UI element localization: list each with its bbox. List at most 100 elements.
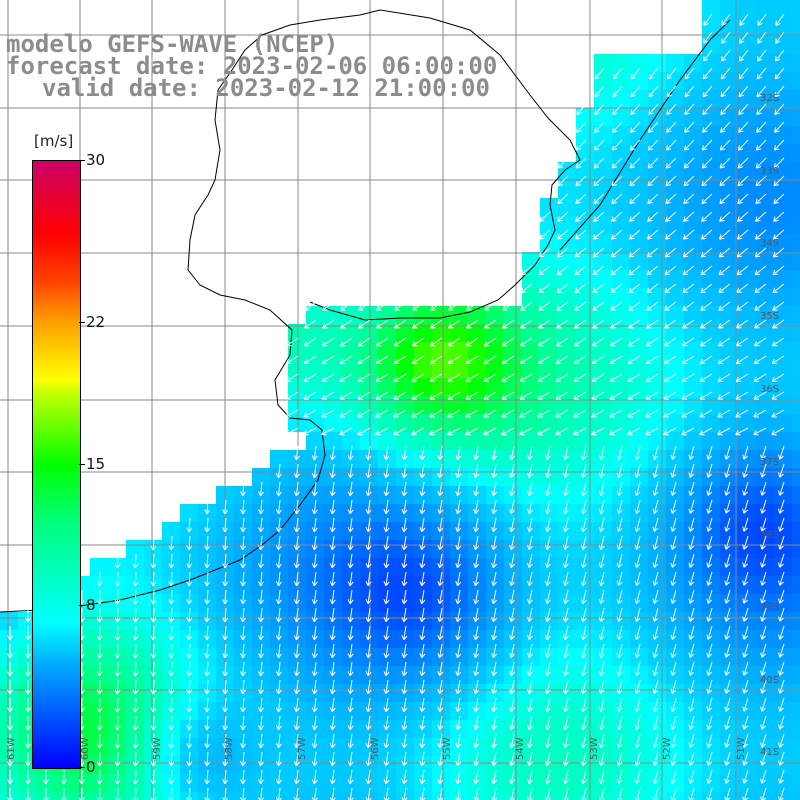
wind-arrow [647, 211, 659, 222]
wind-arrow [96, 715, 103, 731]
wind-arrow [634, 661, 641, 676]
longitude-label: 56W [370, 737, 381, 760]
wind-arrow [293, 463, 300, 479]
wind-arrow [647, 175, 659, 187]
wind-speed-cell [432, 558, 450, 576]
wind-speed-cell [486, 360, 504, 378]
wind-arrow [204, 571, 211, 587]
wind-speed-cell [792, 72, 800, 90]
wind-arrow [329, 481, 336, 497]
wind-speed-cell [396, 360, 414, 378]
wind-speed-cell [630, 360, 648, 378]
wind-arrow [706, 463, 713, 478]
wind-arrow [24, 697, 31, 713]
wind-arrow [168, 715, 175, 731]
colorbar [32, 160, 81, 769]
wind-arrow [706, 481, 713, 496]
wind-arrow [204, 697, 211, 713]
wind-arrow [688, 607, 695, 622]
wind-speed-cell [396, 414, 414, 432]
wind-arrow [737, 157, 749, 169]
wind-arrow [544, 643, 551, 659]
wind-speed-cell [684, 450, 702, 468]
wind-arrow [455, 535, 462, 551]
wind-arrow [168, 589, 175, 605]
wind-arrow [573, 409, 587, 418]
wind-arrow [483, 355, 497, 365]
wind-speed-cell [792, 756, 800, 774]
wind-arrow [718, 265, 731, 276]
wind-arrow [664, 301, 677, 311]
wind-arrow [96, 661, 103, 677]
wind-arrow [419, 733, 426, 749]
wind-speed-cell [594, 378, 612, 396]
wind-speed-cell [720, 702, 738, 720]
wind-arrow [473, 463, 480, 479]
wind-speed-cell [468, 594, 486, 612]
wind-speed-cell [522, 648, 540, 666]
wind-arrow [720, 103, 731, 116]
wind-arrow [594, 85, 605, 98]
wind-arrow [756, 121, 767, 133]
wind-speed-cell [684, 378, 702, 396]
wind-speed-cell [36, 792, 54, 800]
wind-arrow [544, 589, 551, 605]
wind-speed-cell [558, 468, 576, 486]
wind-arrow [598, 679, 605, 694]
wind-arrow [473, 679, 480, 695]
wind-arrow [365, 589, 372, 605]
wind-speed-cell [648, 648, 666, 666]
wind-speed-cell [504, 360, 522, 378]
wind-speed-cell [774, 756, 792, 774]
wind-arrow [598, 625, 605, 640]
wind-speed-cell [396, 378, 414, 396]
wind-speed-cell [720, 252, 738, 270]
wind-speed-cell [450, 504, 468, 522]
wind-arrow [598, 445, 605, 460]
wind-arrow [609, 355, 623, 365]
wind-arrow [737, 139, 749, 151]
wind-speed-cell [594, 360, 612, 378]
wind-arrow [772, 229, 785, 240]
wind-speed-cell [792, 576, 800, 594]
wind-arrow [665, 175, 677, 187]
wind-arrow [539, 211, 551, 222]
wind-arrow [419, 589, 426, 605]
wind-arrow [652, 499, 659, 514]
wind-speed-cell [594, 324, 612, 342]
wind-speed-cell [792, 450, 800, 468]
wind-arrow [670, 769, 677, 784]
wind-arrow [150, 643, 157, 659]
wind-arrow [706, 553, 713, 568]
wind-arrow [562, 571, 569, 586]
wind-arrow [609, 409, 623, 418]
wind-arrow [394, 301, 407, 311]
wind-arrow [683, 193, 695, 205]
wind-arrow [616, 733, 623, 748]
wind-speed-cell [630, 702, 648, 720]
wind-speed-cell [396, 324, 414, 342]
wind-arrow [719, 157, 731, 169]
wind-arrow [754, 301, 767, 311]
wind-arrow [562, 697, 569, 712]
wind-speed-cell [702, 792, 720, 800]
wind-arrow [755, 157, 767, 169]
wind-arrow [778, 715, 785, 730]
wind-arrow [375, 409, 389, 418]
wind-arrow [240, 769, 247, 785]
wind-arrow [630, 85, 641, 98]
wind-arrow [240, 571, 247, 587]
wind-arrow [483, 373, 497, 382]
wind-arrow [519, 355, 533, 365]
wind-speed-cell [684, 666, 702, 684]
wind-arrow [491, 697, 498, 713]
wind-arrow [575, 211, 587, 222]
wind-speed-cell [504, 666, 522, 684]
colorbar-tick-label: 8 [86, 596, 96, 615]
wind-speed-cell [630, 504, 648, 522]
longitude-label: 53W [589, 737, 600, 760]
wind-speed-cell [648, 360, 666, 378]
wind-speed-cell [792, 180, 800, 198]
wind-arrow [616, 751, 623, 766]
wind-speed-cell [522, 576, 540, 594]
